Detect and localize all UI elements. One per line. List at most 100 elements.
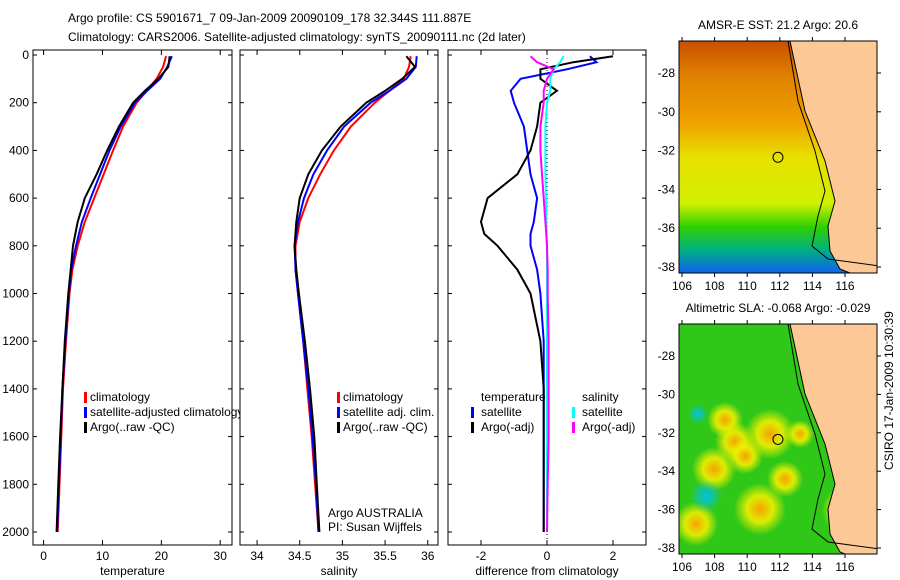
legend-swatch bbox=[471, 407, 474, 418]
series-line-satellite-adj-clim- bbox=[293, 56, 418, 533]
x-tick-label: 30 bbox=[214, 549, 228, 563]
panel-temperature: 0 10 20 30 0 200 400 600 800 1000 1200 1400 1600 1800… bbox=[2, 48, 243, 578]
lon-tick-label: 110 bbox=[738, 279, 757, 293]
x-tick-label: 34 bbox=[250, 549, 264, 563]
shelf-contour bbox=[787, 324, 877, 550]
legend-title: salinity bbox=[582, 390, 619, 404]
lat-tick-label: -34 bbox=[658, 464, 676, 478]
lat-tick-label: -38 bbox=[658, 541, 676, 555]
y-tick-label: 200 bbox=[9, 96, 29, 110]
y-tick-label: 1800 bbox=[2, 477, 29, 491]
map-title: AMSR-E SST: 21.2 Argo: 20.6 bbox=[698, 18, 858, 32]
x-tick-label: 2 bbox=[610, 549, 617, 563]
legend-label: climatology bbox=[343, 390, 403, 404]
argo-location-marker bbox=[772, 151, 784, 163]
x-tick-label: 35.5 bbox=[373, 549, 397, 563]
plot-frame bbox=[32, 49, 233, 546]
map-frame bbox=[678, 323, 878, 555]
legend-swatch bbox=[572, 407, 575, 418]
panel-salinity: 34 34.5 35 35.5 36 salinity climatologysatelli… bbox=[239, 49, 439, 578]
y-tick-label: 2000 bbox=[2, 525, 29, 539]
lon-tick-label: 106 bbox=[672, 560, 692, 574]
lon-tick-label: 116 bbox=[835, 279, 854, 293]
map-title: Altimetric SLA: -0.068 Argo: -0.029 bbox=[686, 301, 871, 315]
lat-tick-label: -36 bbox=[658, 503, 676, 517]
x-tick-label: -2 bbox=[476, 549, 487, 563]
lon-tick-label: 106 bbox=[672, 279, 692, 293]
lon-tick-label: 114 bbox=[803, 560, 822, 574]
sla-map: Altimetric SLA: -0.068 Argo: -0.029 106 10… bbox=[658, 301, 881, 574]
annotation-line: PI: Susan Wijffels bbox=[328, 520, 422, 534]
lon-tick-label: 112 bbox=[770, 279, 789, 293]
x-tick-label: 36 bbox=[421, 549, 435, 563]
legend-label: climatology bbox=[90, 390, 150, 404]
plot-frame bbox=[239, 49, 439, 546]
legend-label: satellite adj. clim. bbox=[343, 405, 434, 419]
series-line-temperature-argo-adj- bbox=[479, 55, 614, 532]
title-line-1: Argo profile: CS 5901671_7 09-Jan-2009 2… bbox=[68, 11, 471, 25]
lat-tick-label: -32 bbox=[658, 426, 676, 440]
y-tick-label: 1600 bbox=[2, 430, 29, 444]
y-tick-label: 1000 bbox=[2, 287, 29, 301]
y-tick-label: 600 bbox=[9, 191, 29, 205]
legend-label: Argo(-adj) bbox=[582, 420, 635, 434]
legend-label: Argo(..raw -QC) bbox=[90, 420, 175, 434]
x-tick-label: 20 bbox=[155, 549, 169, 563]
x-axis-label: difference from climatology bbox=[475, 564, 618, 578]
land-mass bbox=[789, 41, 877, 273]
legend-swatch bbox=[572, 422, 575, 433]
argo-location-marker bbox=[772, 433, 784, 445]
legend-label: satellite bbox=[582, 405, 623, 419]
x-tick-label: 34.5 bbox=[288, 549, 312, 563]
lat-tick-label: -30 bbox=[658, 105, 676, 119]
legend-swatch bbox=[471, 422, 474, 433]
lat-tick-label: -38 bbox=[658, 260, 676, 274]
legend-label: satellite-adjusted climatology bbox=[90, 405, 243, 419]
lat-tick-label: -30 bbox=[658, 387, 676, 401]
lat-tick-label: -28 bbox=[658, 66, 676, 80]
title-line-2: Climatology: CARS2006. Satellite-adjuste… bbox=[68, 30, 526, 44]
series-line-argo-raw-qc- bbox=[293, 55, 417, 533]
lon-tick-label: 108 bbox=[705, 279, 725, 293]
y-tick-label: 800 bbox=[9, 239, 29, 253]
credit-label: CSIRO 17-Jan-2009 10:30:39 bbox=[882, 311, 896, 470]
legend-label: Argo(-adj) bbox=[481, 420, 534, 434]
lon-tick-label: 108 bbox=[705, 560, 725, 574]
x-tick-label: 35 bbox=[336, 549, 350, 563]
y-tick-label: 1400 bbox=[2, 382, 29, 396]
lon-tick-label: 116 bbox=[835, 560, 854, 574]
legend-swatch bbox=[337, 407, 340, 418]
y-tick-label: 1200 bbox=[2, 334, 29, 348]
legend-swatch bbox=[337, 392, 340, 403]
legend-swatch bbox=[84, 392, 87, 403]
legend-swatch bbox=[337, 422, 340, 433]
lat-tick-label: -28 bbox=[658, 349, 676, 363]
map-field bbox=[679, 41, 877, 273]
legend-label: Argo(..raw -QC) bbox=[343, 420, 428, 434]
lon-tick-label: 110 bbox=[738, 560, 757, 574]
lat-tick-label: -34 bbox=[658, 182, 676, 196]
map-frame bbox=[678, 40, 878, 274]
legend-swatch bbox=[84, 407, 87, 418]
map-field bbox=[679, 324, 877, 554]
x-tick-label: 10 bbox=[96, 549, 110, 563]
legend-swatch bbox=[84, 422, 87, 433]
shelf-contour bbox=[787, 41, 877, 267]
lat-tick-label: -36 bbox=[658, 221, 676, 235]
x-axis-label: temperature bbox=[100, 564, 165, 578]
series-line-salinity-satellite bbox=[544, 55, 565, 532]
x-axis-label: salinity bbox=[321, 564, 358, 578]
series-line-salinity-argo-adj- bbox=[529, 55, 556, 533]
y-tick-label: 0 bbox=[22, 48, 29, 62]
y-tick-label: 400 bbox=[9, 143, 29, 157]
lon-tick-label: 114 bbox=[803, 279, 822, 293]
x-tick-label: 0 bbox=[544, 549, 551, 563]
land-mass bbox=[789, 324, 877, 554]
lon-tick-label: 112 bbox=[770, 560, 789, 574]
legend-label: satellite bbox=[481, 405, 522, 419]
x-tick-label: 0 bbox=[40, 549, 47, 563]
annotation-line: Argo AUSTRALIA bbox=[328, 506, 423, 520]
